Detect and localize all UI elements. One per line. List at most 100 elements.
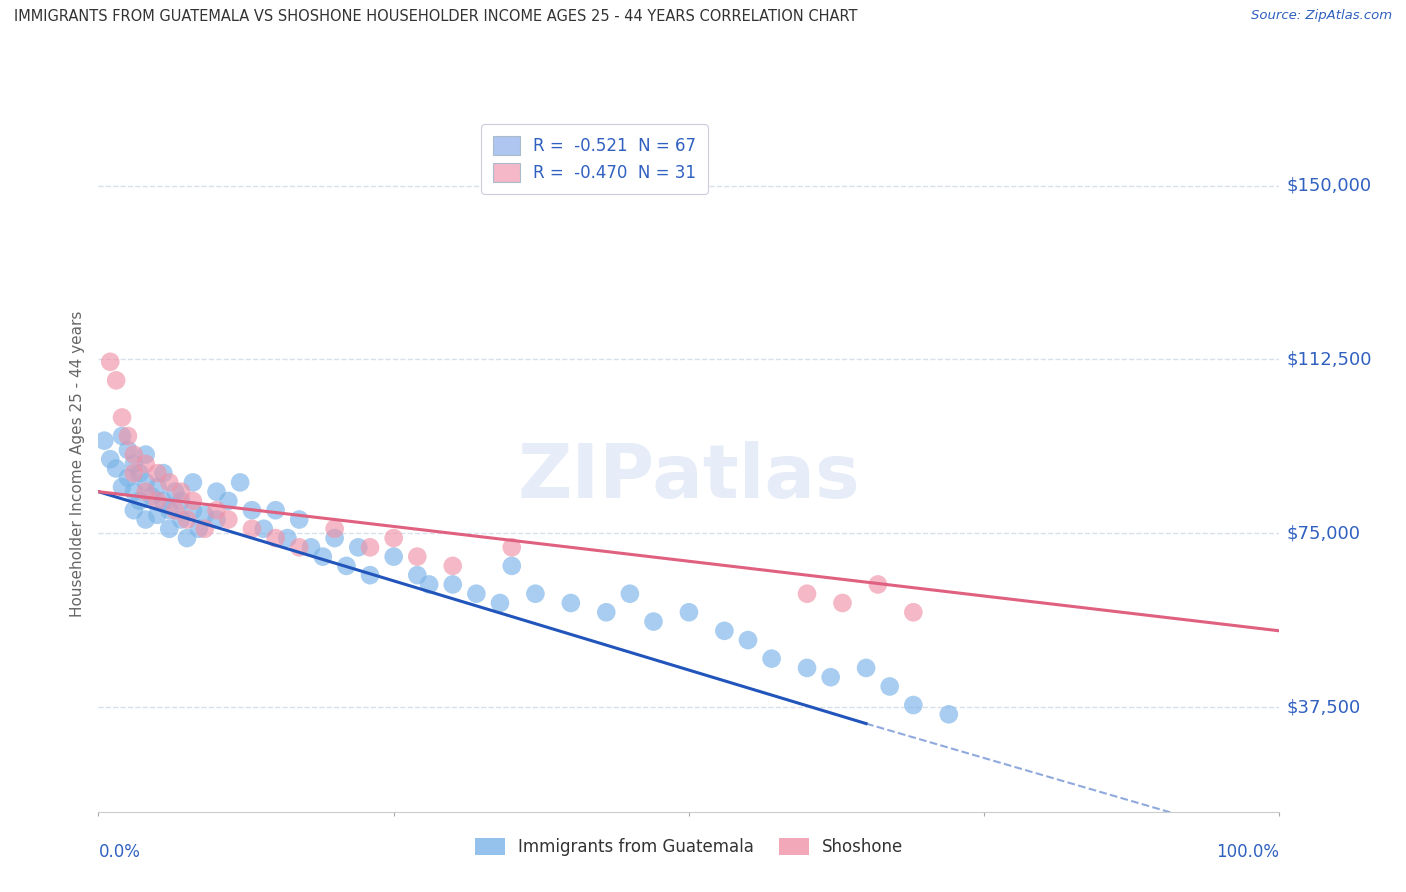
Point: [335, 558, 357, 573]
Point: [135, 475, 157, 490]
Point: [903, 698, 925, 712]
Point: [170, 484, 193, 499]
Point: [205, 503, 228, 517]
Point: [105, 373, 128, 387]
Point: [441, 558, 464, 573]
Point: [194, 522, 217, 536]
Point: [181, 503, 204, 517]
Point: [128, 494, 150, 508]
Point: [418, 577, 440, 591]
Point: [831, 596, 853, 610]
Point: [122, 448, 145, 462]
Point: [737, 633, 759, 648]
Point: [276, 531, 298, 545]
Point: [501, 558, 523, 573]
Point: [217, 512, 239, 526]
Point: [229, 475, 252, 490]
Point: [111, 429, 134, 443]
Point: [187, 522, 209, 536]
Point: [176, 512, 198, 526]
Point: [111, 480, 134, 494]
Point: [406, 549, 429, 564]
Point: [135, 448, 157, 462]
Point: [176, 531, 198, 545]
Point: [146, 480, 169, 494]
Point: [105, 461, 128, 475]
Point: [205, 512, 228, 526]
Point: [146, 494, 169, 508]
Text: ZIPatlas: ZIPatlas: [517, 442, 860, 515]
Point: [240, 522, 263, 536]
Point: [253, 522, 276, 536]
Point: [264, 531, 287, 545]
Point: [170, 494, 193, 508]
Text: $150,000: $150,000: [1286, 177, 1372, 194]
Point: [796, 587, 818, 601]
Text: IMMIGRANTS FROM GUATEMALA VS SHOSHONE HOUSEHOLDER INCOME AGES 25 - 44 YEARS CORR: IMMIGRANTS FROM GUATEMALA VS SHOSHONE HO…: [14, 9, 858, 24]
Point: [181, 494, 204, 508]
Point: [165, 503, 187, 517]
Point: [938, 707, 960, 722]
Point: [135, 484, 157, 499]
Point: [111, 410, 134, 425]
Point: [128, 466, 150, 480]
Point: [524, 587, 547, 601]
Point: [619, 587, 641, 601]
Point: [288, 512, 311, 526]
Point: [595, 605, 617, 619]
Point: [141, 489, 163, 503]
Point: [165, 484, 187, 499]
Point: [194, 508, 217, 522]
Point: [359, 568, 381, 582]
Point: [240, 503, 263, 517]
Point: [152, 466, 174, 480]
Point: [122, 503, 145, 517]
Point: [98, 355, 121, 369]
Point: [866, 577, 889, 591]
Point: [382, 531, 405, 545]
Point: [382, 549, 405, 564]
Legend: Immigrants from Guatemala, Shoshone: Immigrants from Guatemala, Shoshone: [468, 831, 910, 863]
Text: $75,000: $75,000: [1286, 524, 1361, 542]
Point: [441, 577, 464, 591]
Point: [122, 457, 145, 471]
Point: [205, 484, 228, 499]
Point: [761, 651, 783, 665]
Point: [312, 549, 335, 564]
Point: [217, 494, 239, 508]
Point: [643, 615, 665, 629]
Point: [501, 541, 523, 555]
Point: [93, 434, 115, 448]
Point: [181, 475, 204, 490]
Text: 100.0%: 100.0%: [1216, 843, 1279, 861]
Point: [560, 596, 582, 610]
Point: [489, 596, 512, 610]
Point: [117, 471, 139, 485]
Point: [323, 522, 346, 536]
Point: [122, 466, 145, 480]
Point: [903, 605, 925, 619]
Point: [146, 508, 169, 522]
Text: $112,500: $112,500: [1286, 351, 1372, 368]
Text: 0.0%: 0.0%: [98, 843, 141, 861]
Point: [135, 512, 157, 526]
Point: [879, 680, 901, 694]
Point: [323, 531, 346, 545]
Point: [347, 541, 370, 555]
Point: [117, 429, 139, 443]
Text: Source: ZipAtlas.com: Source: ZipAtlas.com: [1251, 9, 1392, 22]
Point: [796, 661, 818, 675]
Point: [170, 512, 193, 526]
Point: [264, 503, 287, 517]
Point: [299, 541, 322, 555]
Point: [359, 541, 381, 555]
Point: [117, 442, 139, 457]
Point: [157, 503, 180, 517]
Point: [855, 661, 877, 675]
Point: [157, 475, 180, 490]
Point: [146, 466, 169, 480]
Point: [288, 541, 311, 555]
Point: [713, 624, 735, 638]
Point: [157, 522, 180, 536]
Y-axis label: Householder Income Ages 25 - 44 years: Householder Income Ages 25 - 44 years: [70, 310, 86, 617]
